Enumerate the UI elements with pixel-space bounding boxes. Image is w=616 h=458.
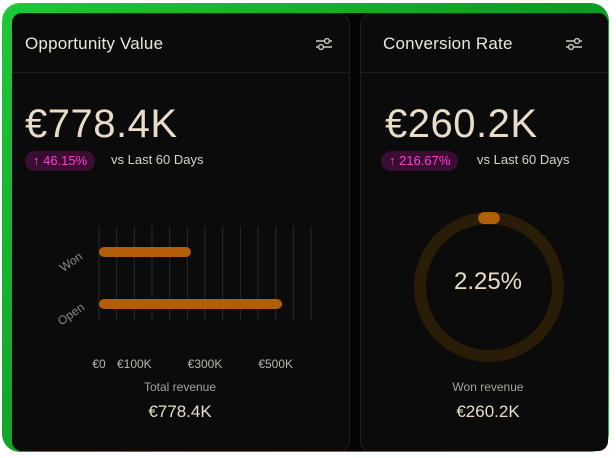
card-header: Conversion Rate: [361, 14, 608, 73]
opportunity-bar-chart: Won Open €0 €100K €300K €500K: [55, 226, 312, 370]
green-frame: Opportunity Value €778.4K ↑ 46.15% vs La…: [2, 3, 609, 452]
bar-open[interactable]: [99, 299, 283, 309]
footer-label: Won revenue: [452, 380, 524, 394]
compare-text: vs Last 60 Days: [111, 152, 204, 167]
x-tick-label: €0: [92, 357, 106, 370]
conversion-gauge: [414, 212, 564, 362]
conversion-value: €260.2K: [385, 102, 538, 146]
footer-label: Total revenue: [143, 380, 217, 394]
change-badge: ↑ 216.67%: [381, 151, 459, 171]
dashboard-panel: Opportunity Value €778.4K ↑ 46.15% vs La…: [12, 13, 608, 451]
opportunity-value: €778.4K: [25, 102, 178, 146]
card-title: Opportunity Value: [25, 34, 164, 53]
change-badge: ↑ 46.15%: [25, 151, 96, 171]
x-tick-label: €500K: [258, 357, 293, 370]
footer-value: €260.2K: [456, 402, 520, 421]
bar-won[interactable]: [99, 247, 191, 257]
x-tick-label: €100K: [117, 357, 152, 370]
sliders-icon[interactable]: [565, 36, 583, 52]
sliders-icon[interactable]: [315, 36, 333, 52]
gauge-value: 2.25%: [453, 268, 523, 295]
card-title: Conversion Rate: [383, 34, 513, 53]
conversion-rate-card: Conversion Rate €260.2K ↑ 216.67% vs Las…: [360, 13, 608, 451]
compare-text: vs Last 60 Days: [477, 152, 570, 167]
x-tick-label: €300K: [188, 357, 223, 370]
footer-value: €778.4K: [148, 402, 212, 421]
category-label: Open: [55, 300, 87, 328]
card-header: Opportunity Value: [12, 14, 349, 73]
opportunity-value-card: Opportunity Value €778.4K ↑ 46.15% vs La…: [12, 13, 350, 451]
category-label: Won: [57, 249, 85, 275]
